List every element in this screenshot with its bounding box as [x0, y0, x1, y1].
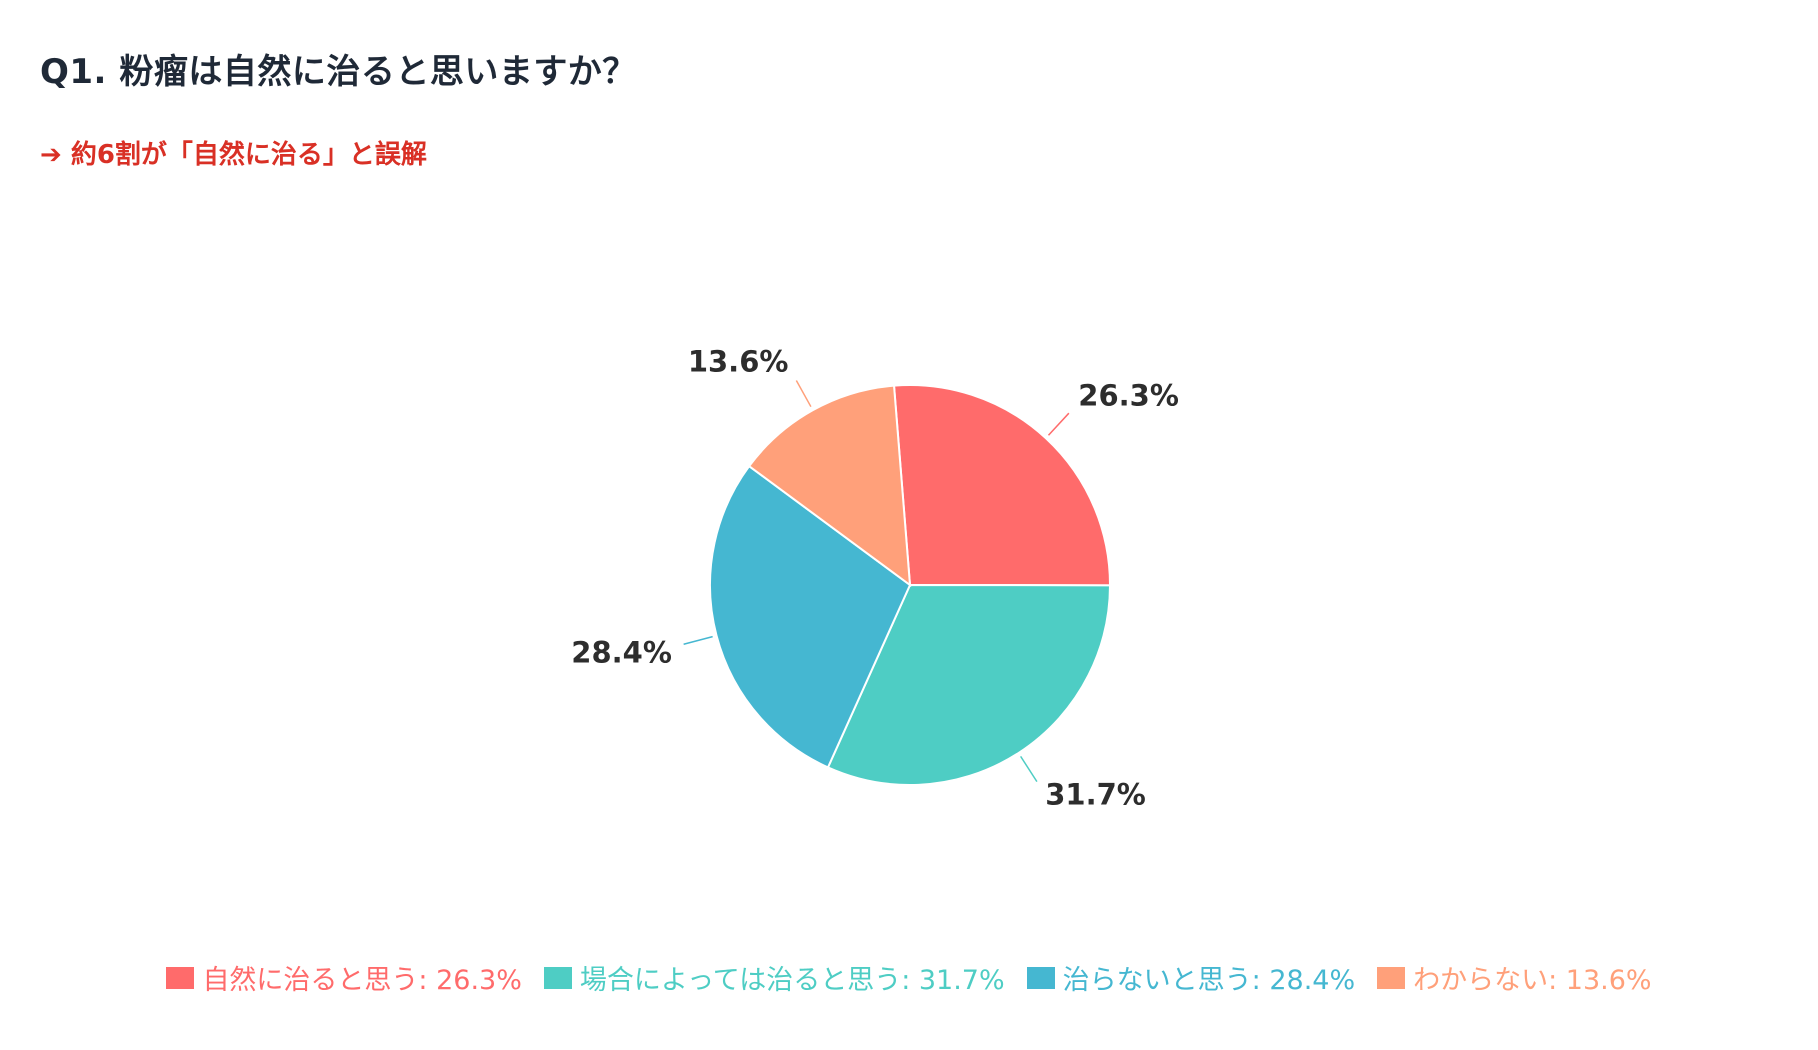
legend-item-2[interactable]: 場合によっては治ると思う: 31.7%	[543, 958, 1005, 997]
pie-slice-4[interactable]	[747, 384, 912, 588]
legend-swatch-4	[1377, 966, 1406, 989]
legend-label-2: 場合によっては治ると思う: 31.7%	[579, 965, 1005, 996]
legend-swatch-2	[543, 966, 572, 989]
legend-label-1: 自然に治ると思う: 26.3%	[202, 965, 522, 996]
legend-item-3[interactable]: 治らないと思う: 28.4%	[1026, 958, 1356, 997]
pie-chart: 26.3% 31.7% 28.4% 13.6%	[571, 344, 1179, 811]
leader-line-2	[1020, 755, 1038, 783]
data-label-3: 28.4%	[571, 635, 672, 669]
data-label-4: 13.6%	[688, 344, 789, 378]
data-label-1: 26.3%	[1078, 378, 1179, 412]
leader-line-3	[683, 635, 713, 645]
legend: 自然に治ると思う: 26.3% 場合によっては治ると思う: 31.7% 治らない…	[0, 958, 1818, 997]
pie-slice-2[interactable]	[826, 583, 1112, 786]
leader-line-4	[795, 380, 812, 408]
pie-slice-1[interactable]	[892, 384, 1112, 587]
chart-subtitle: ➔ 約6割が「自然に治る」と誤解	[40, 140, 427, 170]
legend-item-4[interactable]: わからない: 13.6%	[1377, 958, 1652, 997]
chart-title: Q1. 粉瘤は自然に治ると思いますか？	[40, 52, 637, 92]
data-label-2: 31.7%	[1045, 777, 1146, 811]
legend-item-1[interactable]: 自然に治ると思う: 26.3%	[166, 958, 522, 997]
legend-label-4: わからない: 13.6%	[1413, 965, 1652, 996]
legend-label-3: 治らないと思う: 28.4%	[1062, 965, 1356, 996]
legend-swatch-3	[1026, 966, 1055, 989]
leader-line-1	[1047, 412, 1070, 436]
pie-slice-3[interactable]	[709, 464, 912, 769]
legend-swatch-1	[166, 966, 195, 989]
